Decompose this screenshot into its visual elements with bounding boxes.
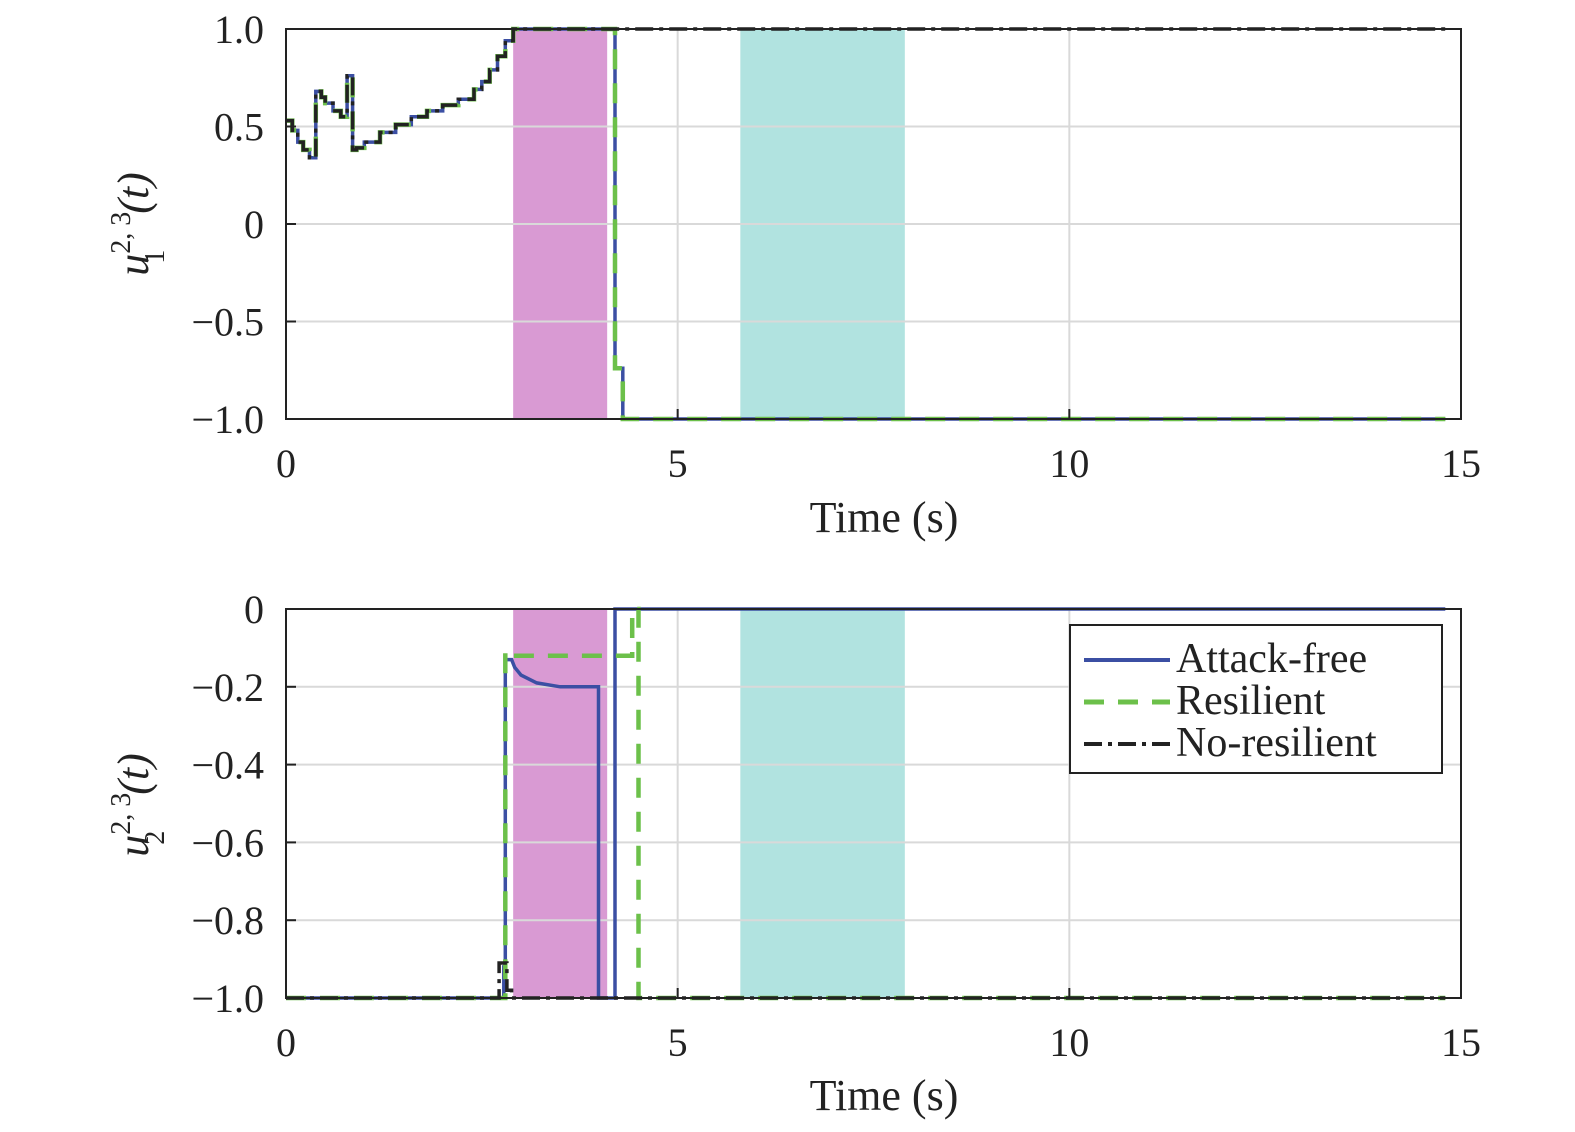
bottom-x-axis-label: Time (s) xyxy=(810,1071,959,1120)
bottom-ylabel-base: u xyxy=(109,835,158,857)
top-ylabel-sup: 2, 3 xyxy=(106,212,137,254)
top-series-group xyxy=(286,26,1446,422)
top-series-no-resilient xyxy=(286,27,1446,160)
top-y-tick-label: −1.0 xyxy=(191,397,264,442)
top-ticks: 0 5 10 15 −1.0 −0.5 0 0.5 1.0 xyxy=(191,7,1481,486)
top-x-tick-label: 10 xyxy=(1049,441,1089,486)
top-y-tick-label: 0 xyxy=(244,202,264,247)
top-x-tick-label: 0 xyxy=(276,441,296,486)
top-series-attack-free xyxy=(286,27,1446,421)
top-ylabel-base: u xyxy=(109,254,158,276)
bottom-ylabel-sup: 2, 3 xyxy=(106,793,137,835)
bottom-y-tick-label: −1.0 xyxy=(191,976,264,1021)
top-ylabel-suffix: (t) xyxy=(109,172,158,214)
legend-label-attack-free: Attack-free xyxy=(1176,636,1367,682)
bottom-shaded-region-2 xyxy=(740,609,905,998)
svg-text:u2, 31(t): u2, 31 (t) xyxy=(106,172,171,276)
legend-box xyxy=(1069,624,1443,774)
bottom-y-tick-label: −0.4 xyxy=(191,743,264,788)
bottom-x-tick-label: 0 xyxy=(276,1020,296,1065)
bottom-y-axis-label: u2, 32 (t) xyxy=(106,753,171,857)
top-chart-panel: 0 5 10 15 −1.0 −0.5 0 0.5 1.0 Time (s) u2, 31 (t) xyxy=(106,7,1481,542)
legend-label-resilient: Resilient xyxy=(1176,678,1326,724)
bottom-ticks: 0 5 10 15 −1.0 −0.8 −0.6 −0.4 −0.2 0 xyxy=(191,587,1481,1065)
bottom-plot-frame xyxy=(285,608,1462,999)
top-y-tick-label: −0.5 xyxy=(191,300,264,345)
bottom-y-tick-label: 0 xyxy=(244,587,264,632)
top-x-axis-label: Time (s) xyxy=(810,493,959,542)
top-x-tick-label: 15 xyxy=(1441,441,1481,486)
top-ylabel-sub: 1 xyxy=(140,250,171,264)
bottom-chart-panel: 0 5 10 15 −1.0 −0.8 −0.6 −0.4 −0.2 0 Time (s) u2,… xyxy=(106,587,1481,1120)
bottom-series-no-resilient xyxy=(286,961,1446,1000)
top-y-axis-label: u2, 31 (t) xyxy=(106,172,171,276)
bottom-shaded-regions xyxy=(513,609,905,998)
legend-label-no-resilient: No-resilient xyxy=(1176,720,1377,766)
bottom-ylabel-suffix: (t) xyxy=(109,753,158,795)
bottom-y-tick-label: −0.2 xyxy=(191,665,264,710)
bottom-x-tick-label: 5 xyxy=(668,1020,688,1065)
bottom-y-tick-label: −0.6 xyxy=(191,820,264,865)
bottom-ylabel-sub: 2 xyxy=(140,831,171,845)
bottom-shaded-region-1 xyxy=(513,609,608,998)
top-x-tick-label: 5 xyxy=(668,441,688,486)
legend: Attack-free Resilient No-resilient xyxy=(1069,624,1443,774)
bottom-x-tick-label: 15 xyxy=(1441,1020,1481,1065)
bottom-x-tick-label: 10 xyxy=(1049,1020,1089,1065)
bottom-series-resilient xyxy=(286,606,1446,1001)
top-y-tick-label: 1.0 xyxy=(214,7,264,52)
top-y-tick-label: 0.5 xyxy=(214,105,264,150)
bottom-y-tick-label: −0.8 xyxy=(191,898,264,943)
svg-text:u2, 32(t): u2, 32 (t) xyxy=(106,753,171,857)
